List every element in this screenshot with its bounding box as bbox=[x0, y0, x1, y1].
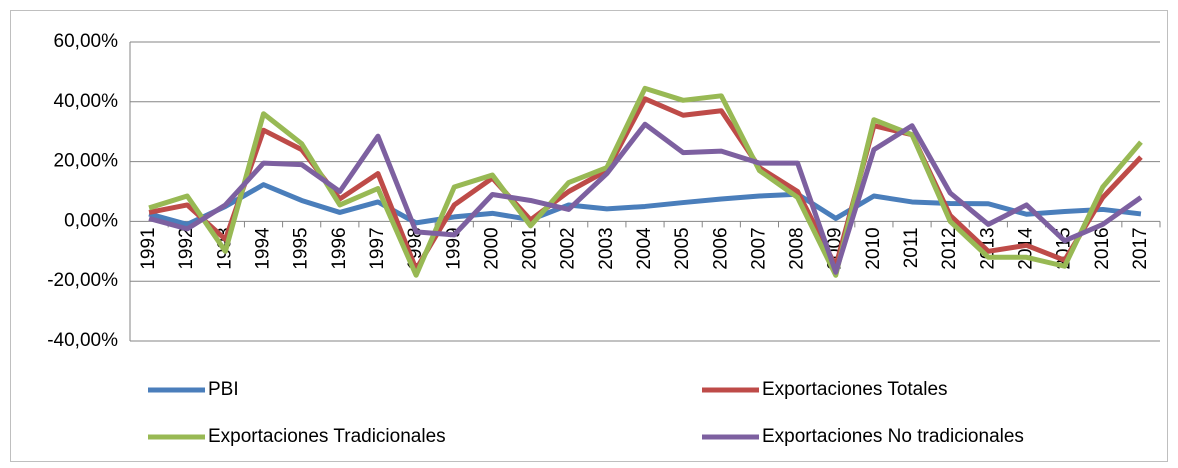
x-tick-label: 2010 bbox=[863, 227, 884, 269]
x-tick-label: 2016 bbox=[1092, 227, 1113, 269]
x-tick-label: 1994 bbox=[253, 227, 274, 270]
x-tick-label: 2004 bbox=[634, 227, 655, 270]
x-tick-label: 2002 bbox=[558, 227, 579, 269]
y-tick-label: 60,00% bbox=[54, 31, 119, 52]
x-tick-label: 2008 bbox=[787, 227, 808, 269]
x-tick-label: 1995 bbox=[291, 227, 312, 269]
series-line bbox=[148, 85, 1143, 278]
x-tick-label: 2005 bbox=[672, 227, 693, 269]
x-tick-label: 2006 bbox=[710, 227, 731, 269]
y-tick-label: -20,00% bbox=[47, 270, 118, 291]
series-line bbox=[148, 182, 1142, 227]
y-tick-label: 40,00% bbox=[54, 91, 119, 112]
x-tick-label: 1999 bbox=[443, 227, 464, 269]
legend-label: Exportaciones Totales bbox=[762, 379, 948, 400]
y-tick-label: 0,00% bbox=[64, 210, 118, 231]
legend-label: PBI bbox=[208, 379, 239, 400]
x-tick-label: 1997 bbox=[367, 227, 388, 269]
x-tick-label: 1996 bbox=[329, 227, 350, 269]
y-tick-label: 20,00% bbox=[54, 151, 119, 172]
x-tick-label: 2007 bbox=[748, 227, 769, 269]
x-tick-label: 2017 bbox=[1130, 227, 1151, 269]
legend-label: Exportaciones Tradicionales bbox=[208, 426, 446, 447]
x-tick-label: 2003 bbox=[596, 227, 617, 269]
series-line bbox=[148, 121, 1143, 275]
legend-label: Exportaciones No tradicionales bbox=[762, 426, 1024, 447]
x-tick-label: 1992 bbox=[176, 227, 197, 269]
x-tick-label: 2012 bbox=[939, 227, 960, 269]
x-tick-label: 1991 bbox=[138, 227, 159, 269]
x-tick-label: 2001 bbox=[520, 227, 541, 269]
x-tick-label: 2011 bbox=[901, 227, 922, 268]
y-tick-label: -40,00% bbox=[47, 330, 118, 351]
x-tick-label: 2000 bbox=[481, 227, 502, 269]
